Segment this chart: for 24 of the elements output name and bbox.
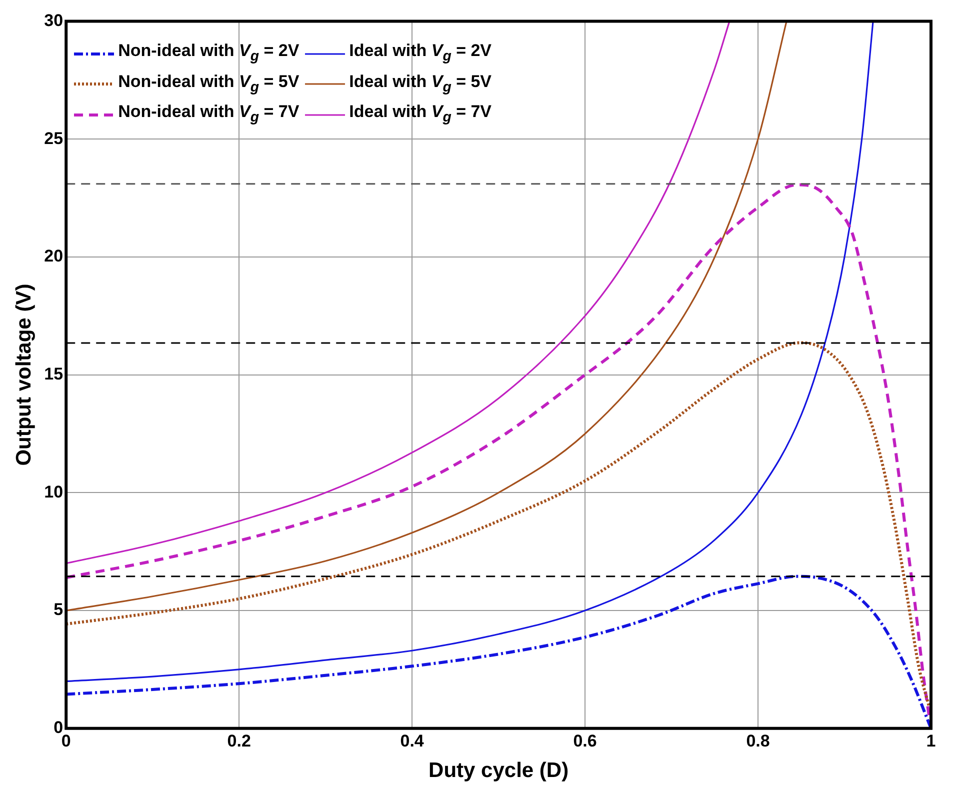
legend-label: Ideal with V$_{g}$ = 7V bbox=[349, 100, 492, 128]
line-series bbox=[66, 21, 788, 612]
y-tick-label: 30 bbox=[44, 10, 64, 30]
y-tick-label: 10 bbox=[44, 482, 64, 502]
legend-label: Non-ideal with V$_{g}$ = 2V bbox=[118, 40, 300, 67]
y-tick-label: 15 bbox=[44, 364, 64, 384]
x-tick-label: 0.4 bbox=[400, 731, 424, 750]
legend-label: Ideal with V$_{g}$ = 2V bbox=[349, 40, 492, 67]
legend-label: Non-ideal with V$_{g}$ = 5V bbox=[118, 70, 300, 97]
legend-label: Non-ideal with V$_{g}$ = 7V bbox=[118, 100, 300, 128]
line-series bbox=[66, 574, 931, 728]
y-tick-label: 25 bbox=[44, 128, 64, 148]
line-series bbox=[66, 21, 730, 564]
x-tick-label: 0.2 bbox=[227, 731, 251, 750]
x-axis-title: Duty cycle (D) bbox=[428, 759, 569, 782]
y-tick-label: 0 bbox=[54, 718, 64, 738]
y-tick-label: 5 bbox=[54, 600, 64, 620]
x-tick-label: 0.6 bbox=[573, 731, 597, 750]
legend-label: Ideal with V$_{g}$ = 5V bbox=[349, 70, 492, 97]
x-tick-label: 1 bbox=[926, 731, 936, 750]
y-axis-title: Output voltage (V) bbox=[12, 284, 36, 466]
y-tick-label: 20 bbox=[44, 246, 64, 266]
x-tick-label: 0.8 bbox=[746, 731, 770, 750]
line-series bbox=[66, 21, 874, 682]
